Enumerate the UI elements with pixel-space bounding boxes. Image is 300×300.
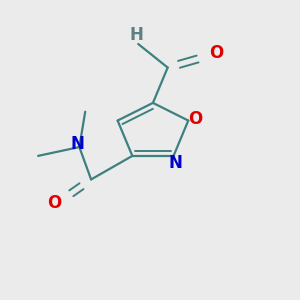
Text: O: O: [47, 194, 62, 212]
Text: N: N: [168, 154, 182, 172]
Text: O: O: [209, 44, 224, 62]
Text: O: O: [188, 110, 203, 128]
Text: N: N: [71, 134, 85, 152]
Text: H: H: [130, 26, 144, 44]
